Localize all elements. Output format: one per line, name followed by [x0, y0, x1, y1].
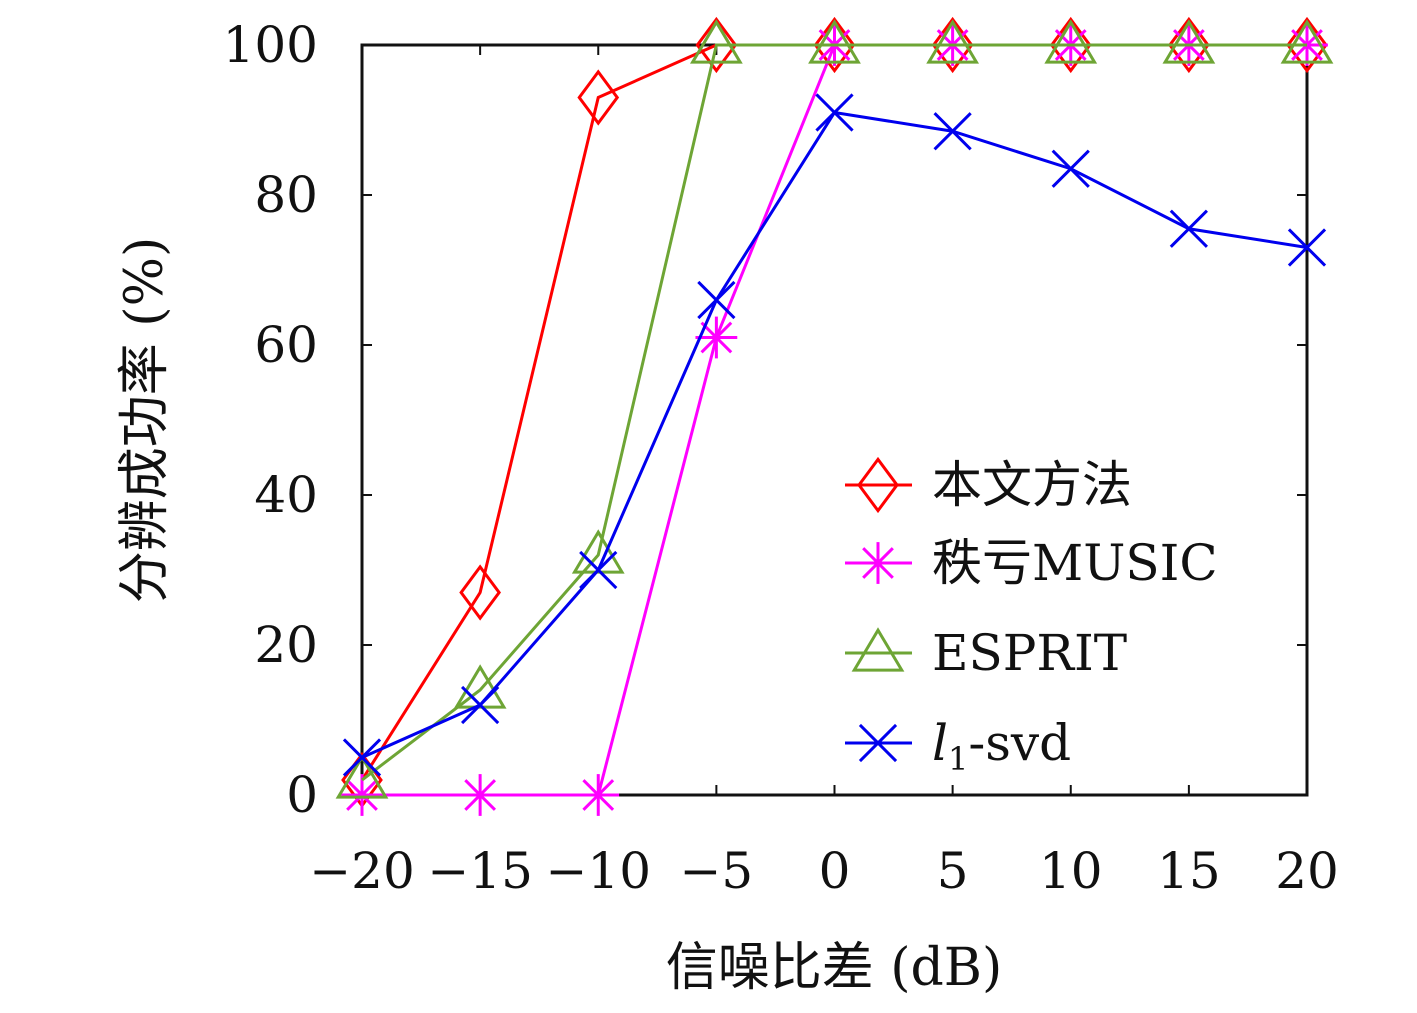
y-tick-label: 100	[223, 16, 318, 74]
x-tick-label: −20	[309, 842, 415, 900]
data-point-asterisk	[695, 316, 738, 359]
data-point-triangle	[851, 627, 905, 672]
data-point-diamond	[459, 564, 501, 621]
data-point-triangle	[689, 19, 743, 64]
legend-entry-2: 秩亏MUSIC	[845, 534, 1218, 592]
series-3	[335, 19, 1334, 799]
data-point-triangle	[1280, 19, 1334, 64]
data-point-cross	[697, 280, 736, 320]
x-tick-label: −5	[680, 842, 754, 900]
legend-label: ESPRIT	[932, 624, 1127, 682]
data-point-diamond	[1286, 16, 1328, 74]
x-tick-label: 5	[937, 842, 969, 900]
data-point-cross	[1051, 149, 1090, 188]
plot-area	[360, 43, 1309, 797]
x-tick-label: 10	[1039, 842, 1103, 900]
legend-label-subscript: 1	[948, 740, 968, 778]
data-point-diamond	[931, 16, 974, 74]
x-tick-label: 20	[1275, 842, 1339, 900]
legend-entry-1: 本文方法	[845, 456, 1132, 514]
data-point-diamond	[857, 456, 899, 514]
data-point-cross	[342, 738, 382, 777]
x-tick-label: −10	[545, 842, 651, 900]
y-tick-label: 80	[254, 166, 318, 224]
series-line	[361, 43, 1307, 782]
legend-label: 秩亏MUSIC	[932, 534, 1218, 592]
y-tick-label: 0	[286, 766, 318, 824]
data-point-cross	[1287, 228, 1327, 267]
data-point-diamond	[695, 16, 738, 74]
y-tick-label: 40	[254, 466, 318, 524]
data-point-cross	[461, 685, 500, 725]
data-point-asterisk	[459, 774, 502, 816]
data-point-cross	[933, 112, 972, 151]
legend-entry-3: ESPRIT	[845, 624, 1127, 682]
data-point-diamond	[1168, 16, 1210, 74]
data-point-cross	[579, 550, 618, 590]
x-axis-label: 信噪比差 (dB)	[666, 938, 1003, 998]
legend-label: 本文方法	[932, 456, 1132, 514]
data-point-cross	[815, 93, 854, 132]
data-point-cross	[1169, 209, 1208, 248]
data-point-triangle	[335, 754, 389, 799]
legend-label-prefix: l	[932, 714, 948, 772]
data-point-triangle	[1162, 19, 1216, 64]
y-tick-label: 60	[254, 316, 318, 374]
axis-ticks: −20 −15 −10 −5 0 5 10 15 20 0 20 40 60 80 100	[223, 16, 1339, 900]
legend-label: l1-svd	[932, 714, 1071, 778]
series-4	[342, 93, 1327, 777]
data-point-asterisk	[341, 774, 383, 816]
data-point-diamond	[1049, 16, 1092, 74]
data-point-diamond	[813, 16, 856, 74]
y-tick-label: 20	[254, 616, 318, 674]
data-point-asterisk	[577, 774, 620, 816]
data-point-triangle	[1044, 19, 1098, 64]
legend-label-text: -svd	[968, 714, 1071, 772]
data-point-triangle	[808, 19, 861, 64]
x-tick-label: −15	[427, 842, 533, 900]
data-point-diamond	[577, 69, 620, 126]
series-layer	[335, 16, 1334, 816]
data-point-cross	[858, 723, 898, 763]
legend-entry-4: l1-svd	[845, 714, 1071, 778]
data-point-triangle	[926, 19, 980, 64]
x-tick-label: 15	[1157, 842, 1221, 900]
x-tick-label: 0	[819, 842, 851, 900]
y-axis-label: 分辨成功率 (%)	[115, 237, 175, 604]
data-point-asterisk	[857, 542, 899, 584]
